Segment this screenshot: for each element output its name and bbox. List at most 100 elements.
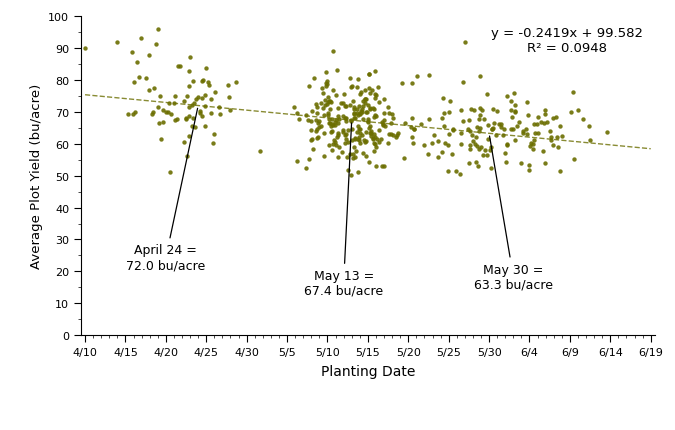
Point [506,98,516,105]
Point [340,116,351,123]
Point [332,67,343,74]
Point [370,134,381,141]
Point [200,65,211,72]
Point [379,123,390,130]
Point [305,128,316,135]
Point [531,121,542,128]
Point [511,124,522,131]
Text: April 24 =
72.0 bu/acre: April 24 = 72.0 bu/acre [126,109,205,272]
Point [447,152,458,159]
Point [335,101,346,108]
Point [330,117,341,124]
Point [132,59,142,66]
Point [368,135,379,142]
Point [323,112,333,119]
Point [350,148,361,155]
Point [538,148,549,155]
Point [144,52,155,59]
Point [306,136,317,143]
Point [289,104,300,111]
Point [427,141,438,147]
Point [364,125,375,132]
Point [333,144,344,151]
Point [521,132,532,138]
Point [437,115,448,122]
Point [545,135,556,141]
Point [306,137,317,144]
Point [317,105,328,112]
Point [356,109,367,116]
Point [369,140,379,147]
Point [356,89,367,96]
Point [408,126,419,133]
Point [325,106,335,113]
Point [130,109,140,116]
Point [465,147,476,154]
Point [400,121,411,128]
Point [364,130,375,137]
Point [333,105,344,112]
Point [486,126,497,133]
Point [350,135,360,142]
Point [524,143,535,150]
Point [458,79,469,86]
Point [316,101,327,108]
Point [501,143,512,150]
Point [187,123,198,130]
Point [479,117,489,123]
Point [171,117,182,123]
Point [470,159,481,166]
Point [202,79,213,86]
Point [338,100,348,107]
Point [128,80,139,87]
Point [196,95,207,102]
Point [358,98,369,105]
Point [500,150,511,157]
Point [392,131,403,138]
Point [350,155,360,162]
Point [323,98,334,105]
Point [518,130,529,137]
Point [343,139,354,146]
Point [352,129,362,136]
Point [422,151,433,158]
Point [339,91,350,98]
Point [379,111,389,117]
Point [352,169,363,175]
Point [349,115,360,122]
Point [358,150,369,157]
Point [455,141,466,148]
Point [419,143,430,150]
Point [184,84,195,91]
Point [367,87,377,94]
Point [371,163,381,170]
Point [515,160,526,167]
Point [342,154,353,161]
Point [359,137,370,144]
Point [507,114,518,121]
Point [311,110,322,117]
Point [475,74,485,80]
Point [311,128,322,135]
Point [184,133,194,140]
Point [362,118,373,125]
Point [330,92,341,99]
Point [179,98,190,105]
Point [213,105,224,112]
Point [352,106,362,113]
Point [364,106,375,113]
Point [510,110,520,117]
Point [169,117,180,124]
Point [484,147,495,154]
Point [169,94,180,101]
Point [361,96,372,103]
Point [154,94,165,101]
Point [416,121,427,128]
Point [214,111,225,118]
Point [475,144,486,151]
Point [355,140,366,147]
Point [316,123,327,130]
Point [360,153,371,160]
Point [390,135,401,141]
Point [333,130,344,137]
